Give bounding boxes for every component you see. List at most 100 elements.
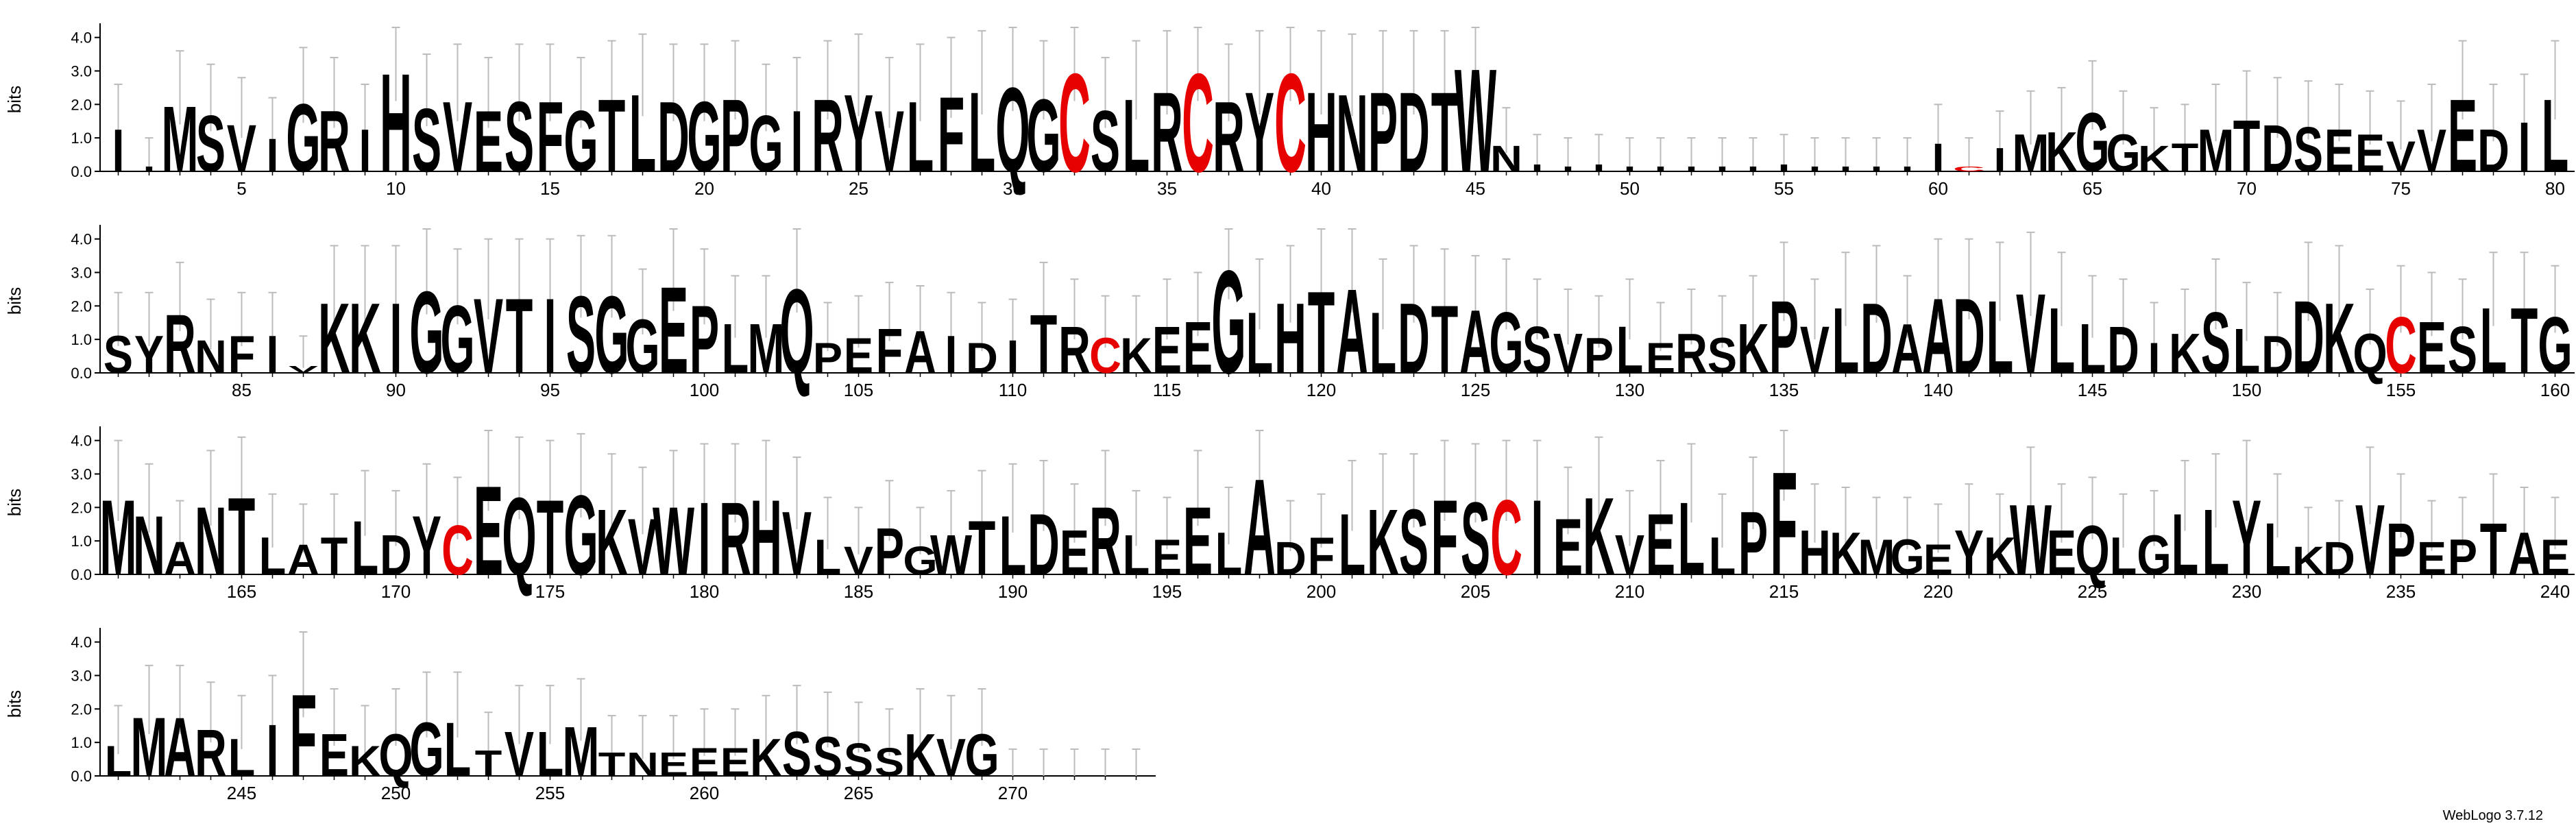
- residue-mark: E: [319, 722, 349, 789]
- x-tick-label: 105: [844, 380, 873, 400]
- residue-mark: P: [1584, 327, 1614, 384]
- x-tick-label: 145: [2078, 380, 2107, 400]
- residue-mark: M: [131, 701, 168, 794]
- y-tick-label: 4.0: [71, 29, 92, 47]
- x-tick-label: 60: [1928, 178, 1948, 199]
- x-tick-label: 230: [2232, 581, 2261, 602]
- residue-mark: A: [164, 533, 196, 585]
- residue-mark: P: [690, 286, 719, 394]
- x-tick-label: 165: [227, 581, 256, 602]
- residue-mark: I: [267, 709, 279, 792]
- residue-mark: F: [537, 80, 564, 193]
- residue-mark: A: [287, 535, 319, 584]
- residue-mark: L: [1709, 526, 1736, 586]
- residue-mark: A: [164, 701, 196, 794]
- residue-mark: R: [1058, 313, 1091, 388]
- residue-mark: V: [1553, 321, 1583, 385]
- residue-mark: H: [750, 478, 782, 598]
- residue-mark: G: [286, 84, 320, 193]
- residue-mark: D: [1028, 497, 1060, 594]
- residue-mark: Y: [134, 325, 164, 385]
- residue-mark: S: [1708, 327, 1737, 384]
- residue-mark: T: [598, 77, 626, 193]
- residue-mark: S: [1461, 480, 1490, 596]
- residue-mark: L: [2172, 497, 2199, 594]
- residue-mark: T: [506, 277, 533, 396]
- residue-mark: L: [2048, 288, 2076, 393]
- residue-mark: L: [2202, 489, 2230, 594]
- residue-mark: G: [440, 286, 474, 394]
- residue-mark: A: [2508, 520, 2540, 587]
- residue-mark: E: [659, 260, 688, 399]
- residue-mark: G: [563, 94, 598, 191]
- residue-mark: A: [1891, 310, 1923, 389]
- residue-mark: E: [1152, 528, 1182, 585]
- residue-mark: E: [720, 740, 750, 786]
- y-axis-label: bits: [4, 86, 25, 113]
- residue-mark: N: [1490, 138, 1522, 180]
- y-axis-label: bits: [4, 489, 25, 516]
- residue-mark: Y: [844, 73, 873, 196]
- residue-mark: D: [2261, 325, 2294, 385]
- x-tick-label: 5: [236, 178, 246, 199]
- residue-mark: I: [2148, 334, 2161, 382]
- x-tick-label: 160: [2540, 380, 2570, 400]
- residue-mark: V: [505, 718, 534, 789]
- residue-mark: P: [875, 514, 904, 589]
- residue-mark: V: [2355, 483, 2385, 596]
- residue-mark: L: [1123, 77, 1150, 193]
- x-tick-label: 70: [2237, 178, 2257, 199]
- residue-mark: K: [2169, 321, 2201, 385]
- residue-mark: I: [544, 277, 557, 396]
- residue-mark: R: [164, 297, 196, 391]
- residue-mark: T: [1431, 286, 1459, 394]
- residue-mark: R: [812, 77, 844, 193]
- residue-mark: Q: [378, 722, 413, 789]
- x-tick-label: 25: [849, 178, 868, 199]
- residue-mark: K: [1367, 489, 1399, 594]
- residue-mark: V: [227, 111, 256, 186]
- residue-mark: I: [1932, 136, 1945, 181]
- residue-mark: T: [2480, 508, 2507, 590]
- residue-mark: N: [133, 499, 165, 592]
- residue-mark: E: [1183, 306, 1213, 389]
- residue-mark: L: [444, 707, 472, 793]
- residue-mark: V: [289, 364, 318, 375]
- residue-mark: V: [2016, 270, 2045, 398]
- residue-mark: K: [1583, 476, 1615, 599]
- residue-mark: F: [1308, 526, 1335, 586]
- residue-mark: C: [441, 511, 474, 590]
- residue-mark: T: [228, 476, 256, 599]
- x-tick-label: 195: [1152, 581, 1182, 602]
- x-tick-label: 10: [386, 178, 406, 199]
- residue-mark: G: [409, 268, 443, 398]
- x-tick-label: 130: [1615, 380, 1644, 400]
- residue-mark: G: [594, 274, 629, 398]
- residue-mark: I: [1531, 478, 1544, 598]
- residue-mark: Q: [779, 265, 814, 399]
- residue-mark: K: [904, 722, 936, 789]
- x-tick-label: 115: [1153, 380, 1181, 400]
- residue-mark: S: [1091, 94, 1120, 191]
- residue-mark: W: [653, 487, 694, 596]
- residue-mark: R: [1089, 487, 1121, 596]
- y-tick-label: 4.0: [71, 231, 92, 248]
- y-tick-label: 1.0: [71, 734, 92, 751]
- residue-mark: I: [1655, 165, 1667, 173]
- residue-mark: K: [1120, 327, 1152, 384]
- residue-mark: L: [352, 506, 379, 592]
- residue-mark: E: [659, 746, 688, 784]
- x-tick-label: 225: [2078, 581, 2107, 602]
- y-tick-label: 1.0: [71, 331, 92, 348]
- residue-mark: C: [2385, 301, 2417, 391]
- x-tick-label: 250: [381, 783, 411, 803]
- residue-mark: D: [1398, 69, 1430, 196]
- residue-mark: L: [907, 80, 934, 193]
- residue-mark: I: [112, 117, 125, 184]
- residue-mark: K: [2138, 138, 2170, 180]
- residue-mark: Y: [1954, 517, 1984, 587]
- residue-mark: I: [1716, 165, 1729, 173]
- residue-mark: Q: [995, 63, 1030, 197]
- x-tick-label: 55: [1774, 178, 1794, 199]
